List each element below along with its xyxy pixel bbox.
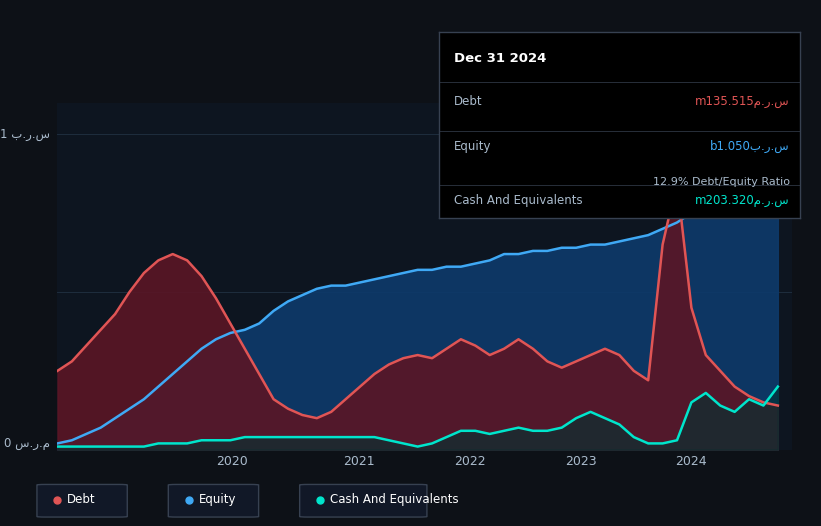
- Text: 0 س.ر.م: 0 س.ر.م: [4, 437, 50, 450]
- Text: Debt: Debt: [454, 95, 482, 108]
- FancyBboxPatch shape: [37, 484, 127, 517]
- Text: Debt: Debt: [67, 493, 96, 506]
- Text: Cash And Equivalents: Cash And Equivalents: [330, 493, 459, 506]
- Text: Dec 31 2024: Dec 31 2024: [454, 52, 546, 65]
- Text: 1 ب.ر.س: 1 ب.ر.س: [0, 128, 50, 140]
- Text: 12.9% Debt/Equity Ratio: 12.9% Debt/Equity Ratio: [653, 177, 790, 187]
- FancyBboxPatch shape: [300, 484, 427, 517]
- Text: Equity: Equity: [454, 140, 491, 153]
- Text: m203.320م.ر.س: m203.320م.ر.س: [695, 194, 790, 207]
- Text: Equity: Equity: [199, 493, 236, 506]
- Text: Cash And Equivalents: Cash And Equivalents: [454, 194, 582, 207]
- Text: m135.515م.ر.س: m135.515م.ر.س: [695, 95, 790, 108]
- Text: b1.050ب.ر.س: b1.050ب.ر.س: [710, 140, 790, 153]
- FancyBboxPatch shape: [168, 484, 259, 517]
